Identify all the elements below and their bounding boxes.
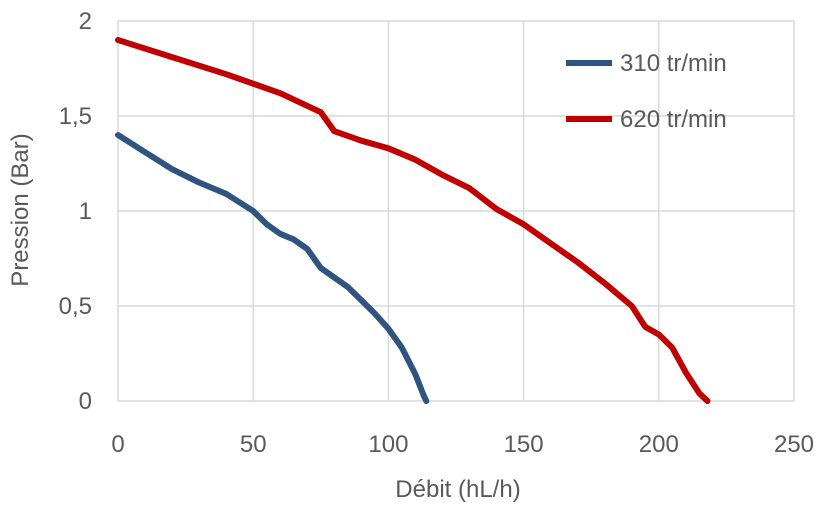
y-tick-label: 0,5 (59, 293, 92, 320)
x-tick-label: 150 (504, 431, 544, 458)
series-line-620-tr-min (115, 37, 711, 404)
gridlines (117, 20, 795, 402)
x-tick-label: 50 (240, 431, 267, 458)
x-tick-label: 100 (368, 431, 408, 458)
legend-label: 620 tr/min (620, 106, 727, 133)
series-line-310-tr-min (115, 132, 430, 404)
x-axis-title: Débit (hL/h) (395, 476, 520, 503)
y-tick-label: 1 (79, 198, 92, 225)
legend-label: 310 tr/min (620, 50, 727, 77)
x-tick-labels: 0 50 100 150 200 250 (111, 431, 814, 458)
x-tick-label: 200 (639, 431, 679, 458)
y-tick-labels: 0 0,5 1 1,5 2 (59, 8, 92, 415)
y-tick-label: 0 (79, 388, 92, 415)
y-tick-label: 1,5 (59, 103, 92, 130)
legend: 310 tr/min 620 tr/min (566, 50, 727, 133)
series-lines (115, 37, 711, 404)
x-tick-label: 0 (111, 431, 124, 458)
x-tick-label: 250 (774, 431, 814, 458)
y-axis-title: Pression (Bar) (7, 133, 34, 286)
y-tick-label: 2 (79, 8, 92, 35)
